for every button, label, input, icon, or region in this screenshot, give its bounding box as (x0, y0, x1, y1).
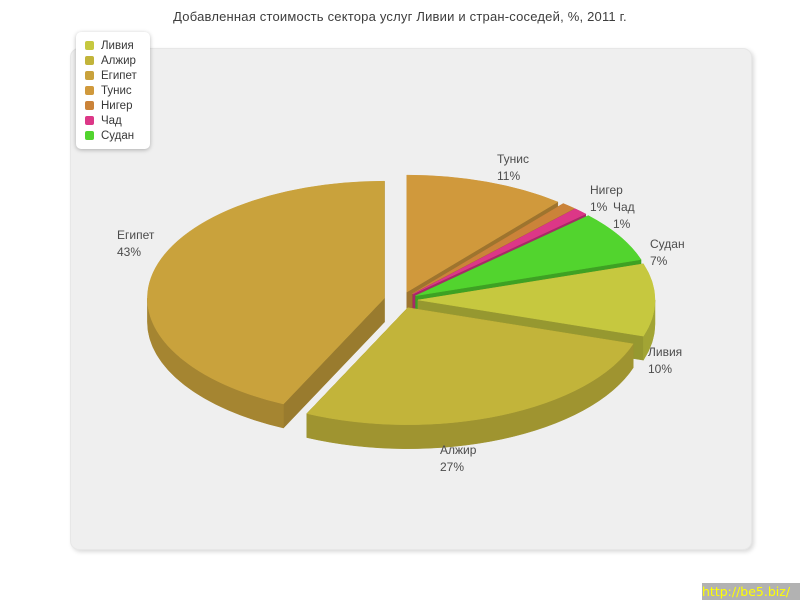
legend-swatch-Египет (85, 71, 94, 80)
legend-item-Тунис[interactable]: Тунис (85, 83, 137, 98)
slice-label-Ливия: Ливия 10% (648, 344, 682, 378)
pie-slice-Чад[interactable] (412, 208, 587, 295)
legend-label: Алжир (101, 54, 136, 67)
legend-item-Алжир[interactable]: Алжир (85, 53, 137, 68)
legend-swatch-Чад (85, 116, 94, 125)
legend-label: Египет (101, 69, 137, 82)
slice-label-Судан: Судан 7% (650, 236, 685, 270)
pie-slice-Судан[interactable] (415, 215, 642, 296)
slice-label-percent: 1% (590, 200, 608, 214)
legend-label: Судан (101, 129, 135, 142)
legend-item-Чад[interactable]: Чад (85, 113, 137, 128)
slice-label-Тунис: Тунис 11% (497, 151, 529, 185)
legend-swatch-Алжир (85, 56, 94, 65)
legend-item-Нигер[interactable]: Нигер (85, 98, 137, 113)
legend[interactable]: Ливия Алжир Египет Тунис Нигер Чад Судан (76, 32, 150, 149)
legend-item-Судан[interactable]: Судан (85, 128, 137, 143)
legend-swatch-Нигер (85, 101, 94, 110)
legend-swatch-Ливия (85, 41, 94, 50)
slice-label-name: Алжир (440, 443, 477, 457)
pie-slice-Нигер[interactable] (412, 203, 576, 294)
slice-label-Нигер: Нигер 1% (590, 182, 623, 216)
slice-label-name: Чад (613, 200, 635, 214)
legend-label: Ливия (101, 39, 134, 52)
legend-swatch-Судан (85, 131, 94, 140)
pie-slice-Египет[interactable] (147, 180, 385, 405)
slice-label-name: Нигер (590, 183, 623, 197)
watermark-link[interactable]: http://be5.biz/ (702, 583, 800, 600)
chart-title: Добавленная стоимость сектора услуг Ливи… (173, 9, 627, 24)
slice-label-Чад: Чад 1% (613, 199, 635, 233)
slice-label-name: Египет (117, 228, 155, 242)
pie-slice-Ливия[interactable] (417, 263, 656, 337)
watermark-url[interactable]: http://be5.biz/ (702, 584, 791, 599)
slice-label-name: Ливия (648, 345, 683, 359)
legend-item-Ливия[interactable]: Ливия (85, 38, 137, 53)
slice-label-name: Тунис (497, 152, 529, 166)
legend-item-Египет[interactable]: Египет (85, 68, 137, 83)
slice-label-Алжир: Алжир 27% (440, 442, 476, 476)
legend-label: Нигер (101, 99, 133, 112)
slice-label-percent: 10% (648, 362, 673, 376)
pie-slice-Алжир[interactable] (306, 307, 634, 425)
legend-swatch-Тунис (85, 86, 94, 95)
slice-label-percent: 27% (440, 460, 465, 474)
slice-label-percent: 43% (117, 245, 142, 259)
slice-label-Египет: Египет 43% (117, 227, 154, 261)
pie-slice-Тунис[interactable] (406, 174, 559, 293)
legend-label: Чад (101, 114, 122, 127)
slice-label-name: Судан (650, 237, 685, 251)
slice-label-percent: 11% (497, 169, 521, 183)
slice-label-percent: 1% (613, 217, 631, 231)
legend-label: Тунис (101, 84, 132, 97)
slice-label-percent: 7% (650, 254, 668, 268)
